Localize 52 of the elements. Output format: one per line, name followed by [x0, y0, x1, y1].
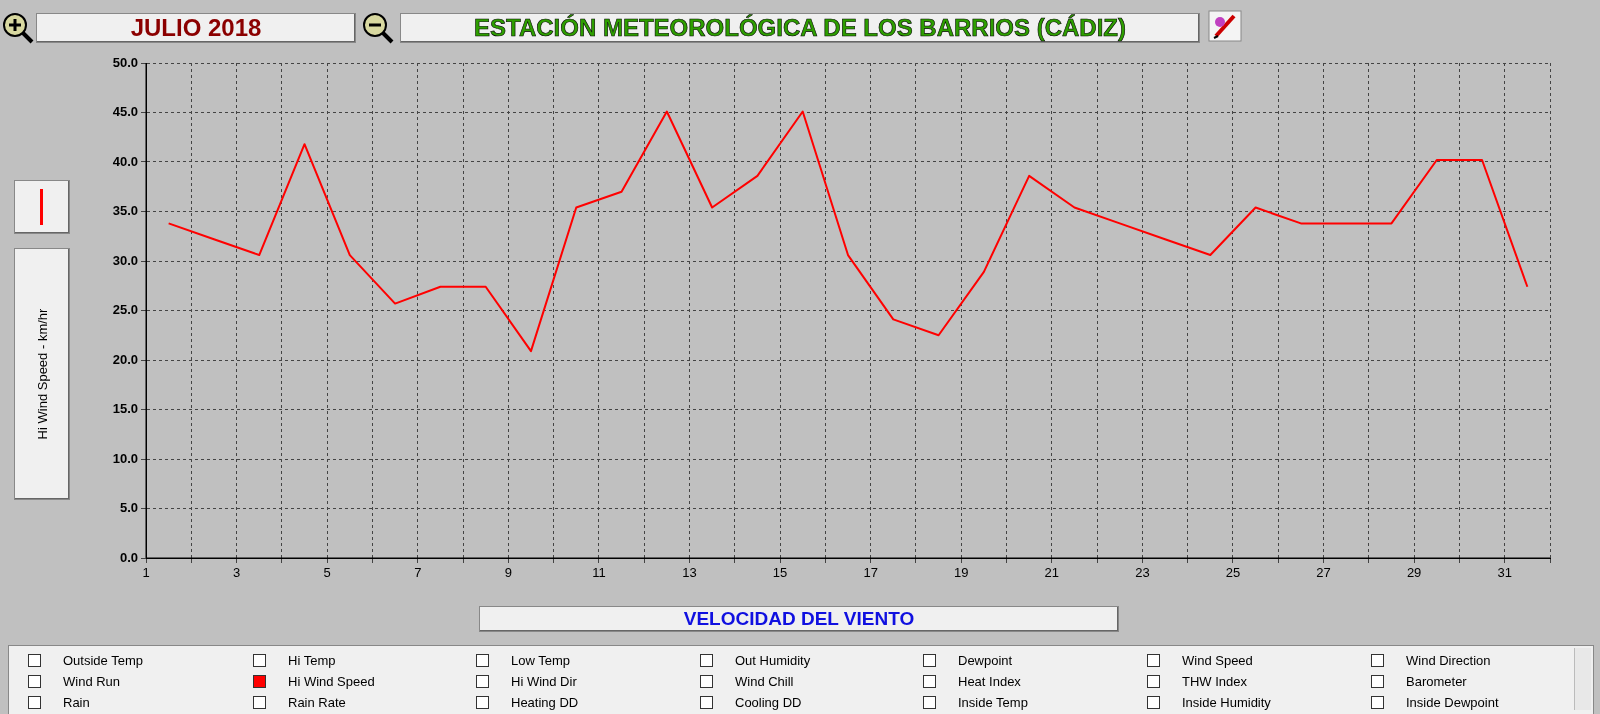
x-tick-label: 5 [323, 565, 331, 581]
text: Hi Wind Dir [511, 673, 577, 689]
y-tick-label: 10.0 [112, 450, 138, 466]
y-tick-label: 35.0 [112, 203, 138, 219]
y-tick-label: 20.0 [112, 351, 138, 367]
x-tick-label: 17 [863, 565, 878, 581]
text: Wind Speed [1182, 652, 1253, 668]
text: Wind Run [63, 673, 121, 689]
text: Inside Dewpoint [1406, 694, 1499, 710]
text: Cooling DD [735, 694, 802, 710]
y-tick-label: 30.0 [112, 252, 138, 268]
text: Low Temp [511, 652, 571, 668]
x-tick-label: 15 [772, 565, 788, 581]
text: Barometer [1406, 673, 1467, 689]
text: Heat Index [958, 673, 1021, 689]
text: Wind Chill [735, 673, 794, 689]
text: Inside Humidity [1182, 694, 1271, 710]
y-tick-label: 15.0 [112, 401, 138, 417]
y-tick-label: 45.0 [112, 104, 138, 120]
x-tick-label: 31 [1497, 565, 1512, 581]
y-tick-label: 50.0 [112, 54, 138, 70]
chart-title: ESTACIÓN METEOROLÓGICA DE LOS BARRIOS (CÁDIZ) [400, 13, 1200, 43]
text: Out Humidity [735, 652, 811, 668]
legend-label: Hi Wind Speed [288, 673, 375, 689]
y-tick-label: 25.0 [112, 302, 138, 318]
text: Rain Rate [288, 694, 346, 710]
x-tick-label: 21 [1044, 565, 1060, 581]
chart-subtitle: JULIO 2018 [36, 13, 356, 43]
x-tick-label: 25 [1225, 565, 1241, 581]
text: Heating DD [511, 694, 579, 710]
text: Inside Temp [958, 694, 1028, 710]
y-tick-label: 40.0 [112, 153, 138, 169]
text: Hi Temp [288, 652, 336, 668]
x-tick-label: 11 [592, 565, 606, 581]
x-tick-label: 13 [682, 565, 697, 581]
x-tick-label: 29 [1406, 565, 1422, 581]
x-tick-label: 19 [953, 565, 969, 581]
x-tick-label: 9 [504, 565, 512, 581]
text: THW Index [1182, 673, 1248, 689]
x-axis-title: VELOCIDAD DEL VIENTO [479, 606, 1119, 632]
x-tick-label: 7 [414, 565, 422, 581]
y-axis-title: Hi Wind Speed - km/hr [34, 308, 50, 440]
x-tick-label: 23 [1135, 565, 1150, 581]
text: Wind Direction [1406, 652, 1491, 668]
text: Dewpoint [958, 652, 1013, 668]
x-tick-label: 27 [1316, 565, 1331, 581]
y-tick-label: 0.0 [119, 549, 138, 565]
text: Outside Temp [63, 652, 143, 668]
text: Rain [63, 694, 90, 710]
x-tick-label: 3 [232, 565, 241, 581]
x-tick-label: 1 [142, 565, 150, 581]
y-tick-label: 5.0 [119, 500, 138, 516]
